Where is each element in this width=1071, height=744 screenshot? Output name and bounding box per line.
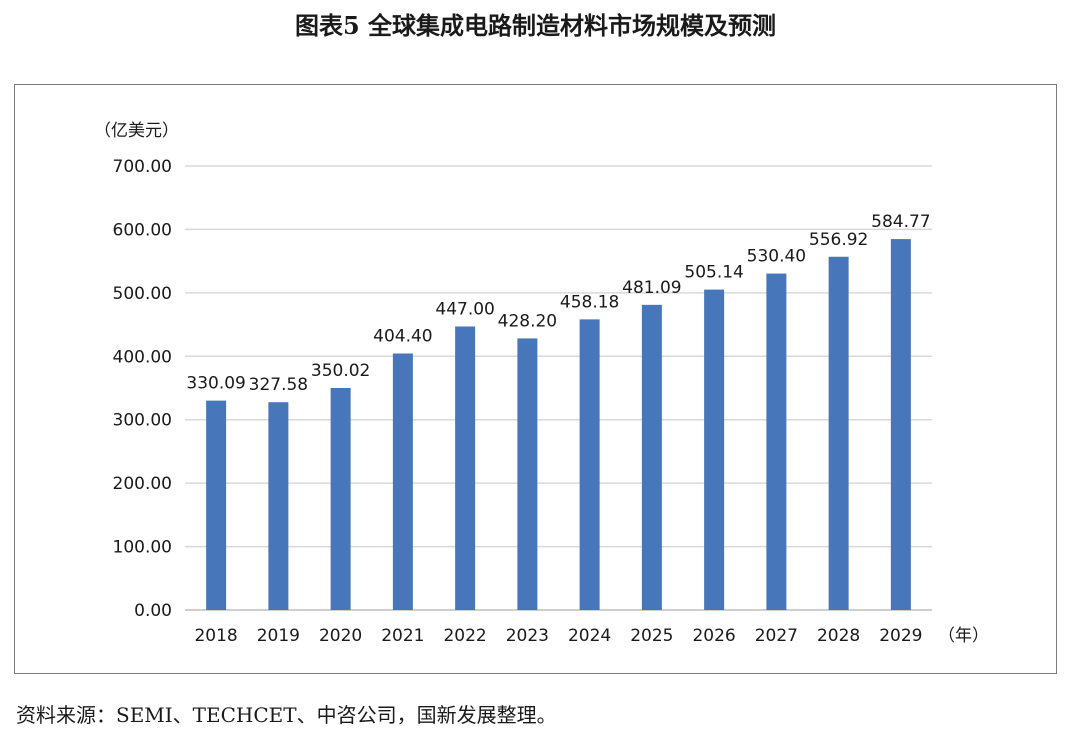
bar-value-label: 556.92 <box>809 230 868 250</box>
x-tick-label: 2024 <box>568 626 611 646</box>
bar-value-label: 327.58 <box>249 375 308 395</box>
bar-value-label: 428.20 <box>498 311 557 331</box>
y-tick-label: 0.00 <box>134 601 172 621</box>
bar-value-label: 447.00 <box>435 299 494 319</box>
x-tick-label: 2028 <box>817 626 860 646</box>
x-tick-label: 2019 <box>257 626 300 646</box>
y-tick-label: 100.00 <box>113 538 172 558</box>
data-labels: 330.09 327.58350.02404.40447.00428.20458.… <box>186 212 930 395</box>
bar <box>890 239 911 610</box>
bar-value-label: 481.09 <box>622 278 681 298</box>
y-tick-label: 200.00 <box>113 474 172 494</box>
bar <box>766 273 787 610</box>
y-axis-unit-label: （亿美元） <box>94 121 179 141</box>
axis-labels: （亿美元） （年） 0.00 100.00 200.00 300.00 400.00 50… <box>94 121 989 646</box>
bar-value-label: 330.09 <box>186 374 245 394</box>
bar <box>330 387 351 610</box>
bar <box>641 304 662 610</box>
bar <box>517 338 538 610</box>
x-tick-label: 2025 <box>630 626 673 646</box>
bar-chart: 330.09 327.58350.02404.40447.00428.20458.… <box>94 121 989 646</box>
x-tick-label: 2021 <box>381 626 424 646</box>
gridlines <box>185 165 932 611</box>
x-tick-label: 2018 <box>194 626 237 646</box>
bar <box>268 402 289 610</box>
y-tick-label: 400.00 <box>113 347 172 367</box>
bar-value-label: 584.77 <box>871 212 930 232</box>
bar <box>579 319 600 610</box>
bar-value-label: 404.40 <box>373 326 432 346</box>
bar-value-label: 505.14 <box>684 263 743 283</box>
x-tick-label: 2026 <box>692 626 735 646</box>
figure-title: 图表5 全球集成电路制造材料市场规模及预测 <box>294 11 777 40</box>
x-tick-label: 2029 <box>879 626 922 646</box>
x-tick-label: 2027 <box>755 626 798 646</box>
bar-value-label: 350.02 <box>311 361 370 381</box>
x-tick-label: 2020 <box>319 626 362 646</box>
bar <box>828 256 849 610</box>
bar <box>704 289 725 610</box>
figure-source-note: 资料来源：SEMI、TECHCET、中咨公司，国新发展整理。 <box>16 703 557 727</box>
y-tick-label: 600.00 <box>113 220 172 240</box>
x-tick-label: 2023 <box>506 626 549 646</box>
x-tick-label: 2022 <box>443 626 486 646</box>
bar-value-label: 530.40 <box>747 247 806 267</box>
bar <box>392 353 413 610</box>
y-tick-label: 500.00 <box>113 284 172 304</box>
x-axis-unit-label: （年） <box>938 626 989 646</box>
bar-value-label: 458.18 <box>560 292 619 312</box>
y-tick-label: 300.00 <box>113 411 172 431</box>
bars <box>206 239 911 610</box>
bar <box>455 326 476 610</box>
y-tick-label: 700.00 <box>113 157 172 177</box>
bar <box>206 400 227 610</box>
